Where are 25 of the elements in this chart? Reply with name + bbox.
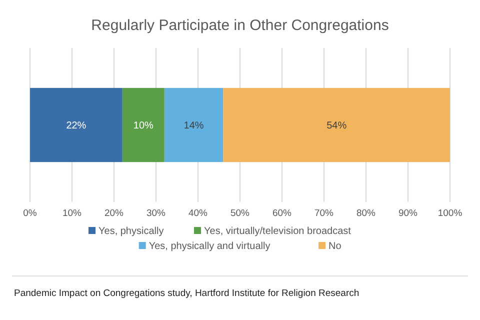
x-tick-label: 100% bbox=[438, 208, 463, 219]
legend-label: Yes, virtually/television broadcast bbox=[204, 226, 352, 237]
x-tick-label: 0% bbox=[23, 208, 38, 219]
bar bbox=[164, 88, 224, 162]
x-tick-label: 70% bbox=[314, 208, 334, 219]
bar bbox=[30, 88, 122, 162]
legend-label: Yes, physically and virtually bbox=[148, 241, 270, 252]
data-label: 10% bbox=[133, 120, 154, 132]
x-tick-label: 10% bbox=[62, 208, 82, 219]
legend-label: No bbox=[328, 241, 342, 252]
x-tick-label: 50% bbox=[230, 208, 250, 219]
data-label: 14% bbox=[184, 120, 204, 132]
x-tick-label: 30% bbox=[146, 208, 166, 219]
bar bbox=[223, 88, 450, 162]
x-tick-label: 90% bbox=[398, 208, 418, 219]
x-tick-label: 80% bbox=[356, 208, 376, 219]
data-label: 54% bbox=[326, 120, 347, 132]
x-tick-label: 40% bbox=[188, 208, 208, 219]
chart-title: Regularly Participate in Other Congregations bbox=[91, 17, 389, 34]
data-label: 22% bbox=[66, 120, 86, 132]
text: Pandemic Impact on Congregations study, Hartford Institute for Religion Research bbox=[14, 288, 360, 299]
x-tick-label: 20% bbox=[104, 208, 124, 219]
legend-label: Yes, physically bbox=[98, 226, 164, 237]
bar bbox=[122, 88, 164, 162]
x-tick-label: 60% bbox=[272, 208, 292, 219]
